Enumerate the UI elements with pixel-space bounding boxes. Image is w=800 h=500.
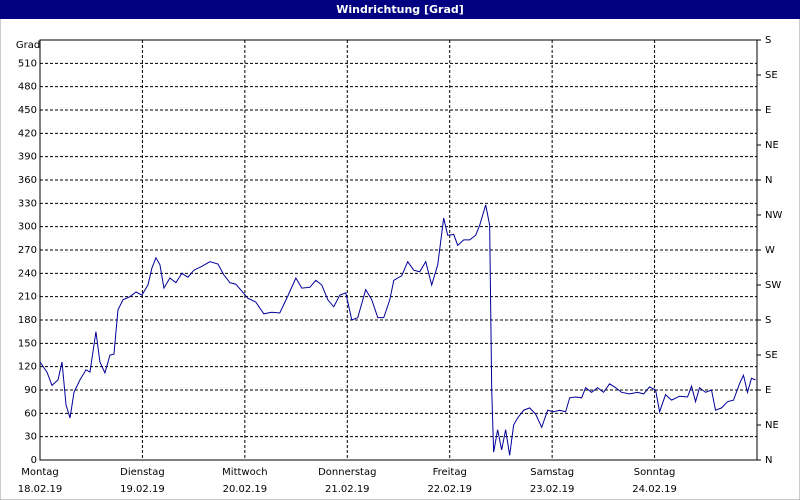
x-tick-label: Sonntag bbox=[634, 467, 676, 478]
y-tick-label: 30 bbox=[24, 432, 37, 443]
y-tick-label: 480 bbox=[18, 82, 37, 93]
y2-tick-label: W bbox=[765, 245, 775, 256]
y2-tick-label: NE bbox=[765, 420, 779, 431]
x-tick-label: Donnerstag bbox=[318, 467, 376, 478]
y2-tick-label: NE bbox=[765, 140, 779, 151]
y-tick-label: 300 bbox=[18, 222, 37, 233]
y-tick-label: 210 bbox=[18, 292, 37, 303]
y-tick-label: 120 bbox=[18, 362, 37, 373]
y-tick-label: 240 bbox=[18, 268, 37, 279]
chart-title: Windrichtung [Grad] bbox=[336, 3, 464, 16]
x-tick-label: Dienstag bbox=[120, 467, 165, 478]
y2-tick-label: S bbox=[765, 35, 771, 46]
y-tick-label: 60 bbox=[24, 408, 37, 419]
x-tick-label: Samstag bbox=[530, 467, 574, 478]
y2-tick-label: SE bbox=[765, 350, 778, 361]
x-tick-sublabel: 20.02.19 bbox=[223, 484, 268, 495]
y2-tick-label: NW bbox=[765, 210, 782, 221]
y-tick-label: 420 bbox=[18, 128, 37, 139]
y-tick-label: 510 bbox=[18, 58, 37, 69]
x-tick-sublabel: 19.02.19 bbox=[120, 484, 165, 495]
series-line bbox=[39, 204, 756, 456]
y-tick-label: 180 bbox=[18, 315, 37, 326]
y2-tick-label: S bbox=[765, 315, 771, 326]
y2-tick-label: SE bbox=[765, 70, 778, 81]
y-tick-label: 450 bbox=[18, 105, 37, 116]
y-tick-label: 270 bbox=[18, 245, 37, 256]
y-tick-label: 0 bbox=[31, 455, 37, 466]
x-tick-label: Montag bbox=[21, 467, 58, 478]
y-tick-label: 390 bbox=[18, 152, 37, 163]
y2-tick-label: E bbox=[765, 385, 771, 396]
x-tick-label: Freitag bbox=[433, 467, 467, 478]
x-tick-sublabel: 18.02.19 bbox=[18, 484, 63, 495]
x-tick-sublabel: 24.02.19 bbox=[632, 484, 677, 495]
x-tick-sublabel: 22.02.19 bbox=[427, 484, 472, 495]
plot-border bbox=[39, 39, 758, 461]
y-tick-label: 90 bbox=[24, 385, 37, 396]
y-tick-label: 330 bbox=[18, 198, 37, 209]
y2-tick-label: N bbox=[765, 455, 772, 466]
y-tick-label: 150 bbox=[18, 338, 37, 349]
title-bar bbox=[0, 0, 800, 19]
x-tick-label: Mittwoch bbox=[222, 467, 267, 478]
x-tick-sublabel: 21.02.19 bbox=[325, 484, 370, 495]
x-tick-sublabel: 23.02.19 bbox=[530, 484, 575, 495]
y2-tick-label: E bbox=[765, 105, 771, 116]
y-tick-label: 360 bbox=[18, 175, 37, 186]
y2-tick-label: SW bbox=[765, 280, 781, 291]
y2-tick-label: N bbox=[765, 175, 772, 186]
y-axis-label: Grad bbox=[16, 40, 40, 51]
